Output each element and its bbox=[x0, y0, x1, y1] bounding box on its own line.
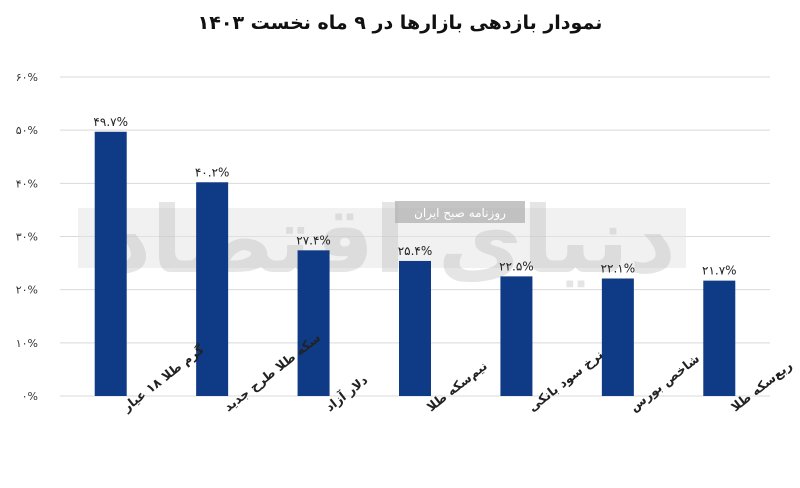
y-tick-label: ۲۰% bbox=[16, 284, 38, 297]
bar bbox=[297, 250, 330, 396]
y-tick-label: ۶۰% bbox=[16, 71, 38, 84]
y-tick-label: ۴۰% bbox=[16, 177, 38, 190]
bar bbox=[94, 131, 127, 397]
x-tick-label: ربع‌سکه طلا bbox=[728, 357, 795, 414]
data-labels: ۴۹.۷% ۴۰.۲% ۲۷.۴% ۲۵.۴% ۲۲.۵% ۲۲.۱% ۲۱.۷% bbox=[93, 115, 736, 278]
y-tick-label: ۵۰% bbox=[16, 124, 38, 137]
x-tick-label: نیم‌سکه طلا bbox=[424, 358, 490, 414]
watermark-band bbox=[78, 208, 686, 268]
y-tick-label: ۱۰% bbox=[16, 337, 38, 350]
y-axis: ۰% ۱۰% ۲۰% ۳۰% ۴۰% ۵۰% ۶۰% bbox=[16, 71, 38, 403]
x-tick-label: نرخ سود بانکی bbox=[525, 347, 606, 415]
bar bbox=[500, 276, 533, 396]
data-label: ۴۹.۷% bbox=[93, 115, 128, 129]
y-tick-label: ۰% bbox=[22, 390, 38, 403]
x-tick-label: گرم طلا ۱۸ عیار bbox=[119, 341, 208, 416]
bars bbox=[94, 131, 736, 397]
data-label: ۲۲.۱% bbox=[601, 262, 636, 276]
watermark-sub-text: روزنامه صبح ایران bbox=[414, 206, 506, 221]
bar bbox=[399, 260, 431, 396]
bar bbox=[703, 280, 736, 396]
data-label: ۲۷.۴% bbox=[296, 233, 331, 247]
data-label: ۴۰.۲% bbox=[195, 165, 230, 179]
data-label: ۲۱.۷% bbox=[702, 264, 737, 278]
watermark-main-text: دنیای اقتصاد bbox=[104, 187, 676, 294]
bar bbox=[601, 278, 634, 396]
watermark-sub-box bbox=[395, 201, 525, 223]
data-label: ۲۲.۵% bbox=[499, 259, 534, 273]
x-tick-label: شاخص بورس bbox=[626, 351, 702, 415]
y-tick-label: ۳۰% bbox=[16, 231, 38, 244]
watermark: دنیای اقتصاد روزنامه صبح ایران bbox=[78, 187, 686, 294]
chart-title: نمودار بازدهی بازارها در ۹ ماه نخست ۱۴۰۳ bbox=[197, 12, 603, 34]
data-label: ۲۵.۴% bbox=[398, 244, 433, 258]
bar bbox=[196, 182, 229, 396]
